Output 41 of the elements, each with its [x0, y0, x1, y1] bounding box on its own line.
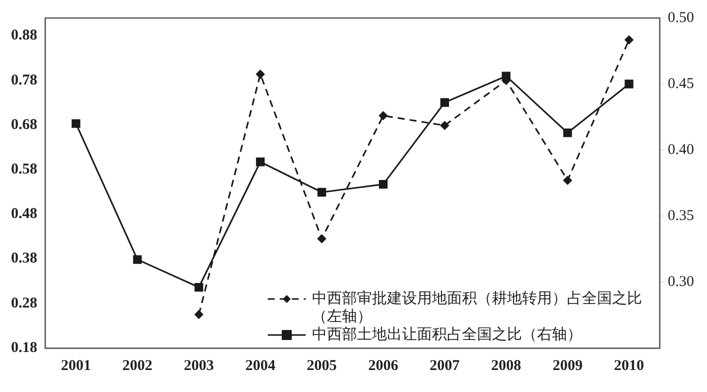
x-tick-label: 2007	[430, 358, 460, 374]
point	[256, 70, 265, 78]
point	[317, 188, 326, 197]
x-tick-label: 2004	[245, 358, 276, 374]
y2-tick-label: 0.35	[668, 208, 694, 224]
y-tick-label: 0.28	[11, 295, 38, 312]
x-tick-label: 2008	[491, 358, 522, 374]
point	[563, 128, 572, 138]
x-tick-label: 2009	[552, 358, 583, 374]
legend-label: 中西部土地出让面积占全国之比（右轴）	[312, 326, 582, 343]
point	[256, 158, 265, 166]
y2-tick-label: 0.45	[668, 76, 694, 92]
point	[440, 98, 450, 107]
point	[624, 36, 634, 44]
y-tick-label: 0.58	[11, 161, 38, 178]
x-tick-label: 2010	[614, 358, 644, 374]
point	[72, 119, 80, 128]
y-tick-label: 0.88	[11, 28, 38, 44]
x-tick-label: 2003	[184, 358, 214, 374]
y2-tick-label: 0.30	[668, 274, 694, 290]
point	[133, 255, 142, 264]
y-tick-label: 0.18	[11, 340, 38, 356]
x-tick-label: 2002	[122, 358, 152, 374]
point	[624, 80, 634, 88]
legend-label: 中西部审批建设用地面积（耕地转用）占全国之比（左轴）	[312, 290, 642, 325]
point	[440, 121, 449, 130]
y2-tick-label: 0.40	[668, 142, 694, 158]
point	[378, 180, 388, 189]
y-tick-label: 0.68	[11, 116, 38, 133]
y2-tick-label: 0.50	[668, 10, 694, 26]
point	[378, 111, 388, 120]
y-tick-label: 0.48	[11, 206, 38, 222]
point	[194, 310, 204, 319]
y-tick-label: 0.38	[11, 250, 38, 267]
x-tick-label: 2001	[60, 358, 91, 374]
point	[317, 234, 326, 244]
x-tick-label: 2006	[368, 358, 399, 374]
x-tick-label: 2005	[306, 358, 337, 374]
point	[194, 282, 204, 292]
point	[563, 176, 572, 185]
y-tick-label: 0.78	[11, 72, 38, 88]
